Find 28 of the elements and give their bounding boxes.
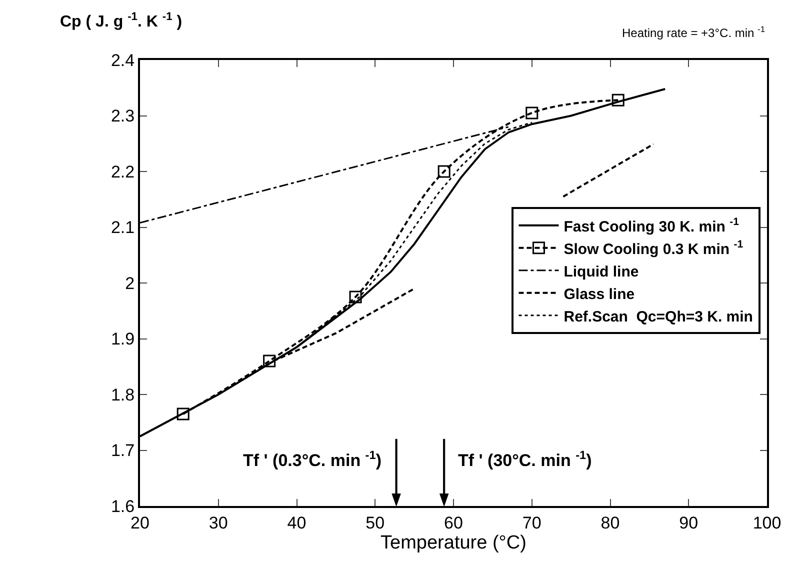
legend-label: Fast Cooling 30 K. min $^{-1}$ [564, 216, 740, 236]
y-tick-label: 1.7 [110, 441, 135, 460]
x-tick-label: 100 [752, 513, 782, 532]
y-tick-label: 2 [125, 274, 135, 293]
x-tick-label: 70 [522, 513, 542, 532]
x-axis-title: Temperature (°C) [380, 532, 526, 554]
legend-label: Glass line [564, 286, 635, 303]
ref-line-label: Tf ' (30°C. min $^{-1}$) [458, 448, 592, 470]
x-tick-label: 90 [679, 513, 698, 532]
legend-label: Slow Cooling 0.3 K min $^{-1}$ [564, 238, 744, 258]
x-tick-label: 50 [366, 513, 385, 532]
y-tick-label: 1.8 [110, 385, 135, 404]
y-tick-label: 2.4 [110, 50, 135, 70]
legend-label: Liquid line [564, 263, 639, 280]
x-tick-label: 40 [287, 513, 306, 532]
y-tick-label: 1.9 [110, 330, 135, 349]
x-tick-label: 20 [130, 513, 150, 532]
y-tick-label: 2.3 [110, 106, 135, 126]
y-tick-label: 2.2 [110, 162, 135, 182]
chart-subtitle: Heating rate = +3°C. min $^{-1}$ [622, 24, 766, 40]
x-tick-label: 60 [444, 513, 463, 532]
y-tick-label: 2.1 [110, 218, 135, 238]
ref-line-label: Tf ' (0.3°C. min $^{-1}$) [243, 448, 382, 470]
y-tick-label: 1.6 [110, 496, 135, 516]
chart-title: Cp ( J. g $^{-1}$. K $^{-1}$ ) [60, 11, 182, 31]
x-tick-label: 30 [208, 513, 228, 532]
legend-label: Ref.Scan Qc=Qh=3 K. min [564, 308, 753, 326]
x-tick-label: 80 [600, 513, 620, 532]
